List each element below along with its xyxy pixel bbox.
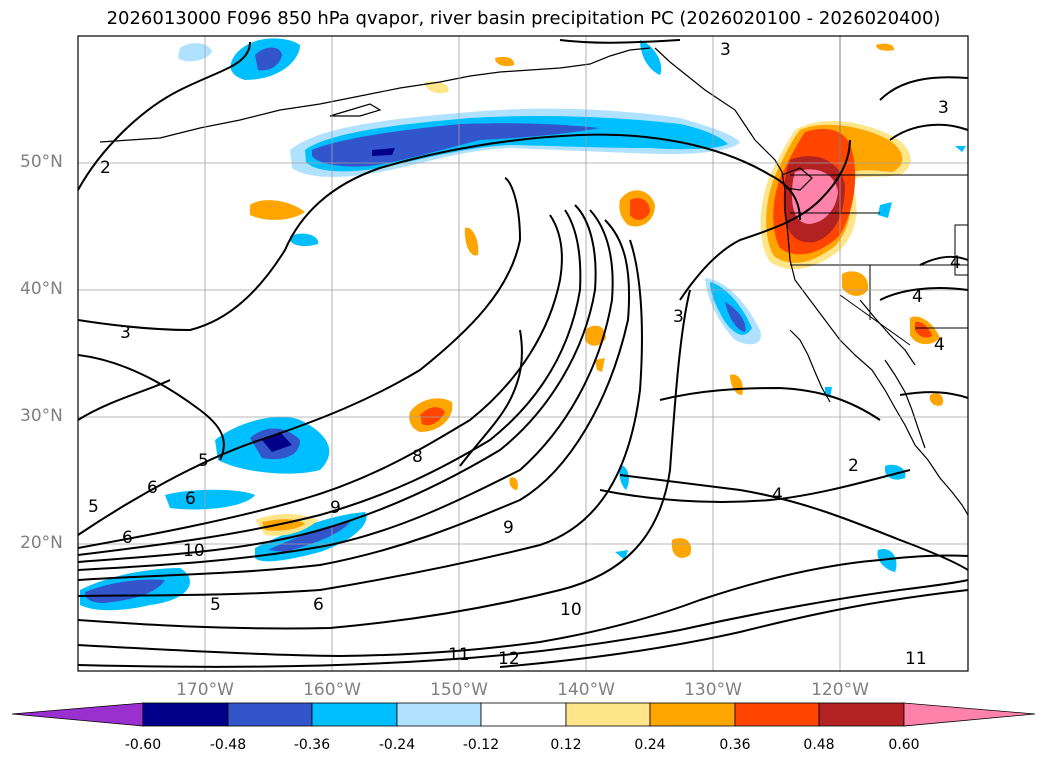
lon-label-150w: 150°W — [430, 680, 488, 700]
colorbar-segment — [396, 702, 482, 727]
contour-label: 6 — [313, 595, 324, 615]
contour-label: 6 — [122, 528, 133, 548]
lat-label-20n: 20°N — [20, 533, 63, 553]
contour-label: 12 — [498, 649, 520, 669]
contour-label: 4 — [934, 335, 945, 355]
lat-label-30n: 30°N — [20, 406, 63, 426]
contour-label: 2 — [100, 158, 111, 178]
contour-label: 8 — [412, 447, 423, 467]
lon-label-140w: 140°W — [557, 680, 615, 700]
contour-label: 2 — [848, 456, 859, 476]
lat-label-50n: 50°N — [20, 152, 63, 172]
coastlines — [99, 47, 969, 516]
contour-label: 10 — [560, 600, 582, 620]
contour-label: 3 — [720, 40, 731, 60]
contour-label: 10 — [183, 541, 205, 561]
contour-label: 3 — [120, 323, 131, 343]
contour-label: 9 — [330, 498, 341, 518]
contour-label: 6 — [185, 489, 196, 509]
contour-label: 9 — [503, 518, 514, 538]
colorbar-segment — [649, 702, 736, 727]
contour-label: 3 — [673, 307, 684, 327]
political-borders — [790, 36, 969, 346]
contour-label: 6 — [147, 478, 158, 498]
contour-label: 3 — [938, 98, 949, 118]
colorbar-segment — [311, 702, 398, 727]
contour-label: 4 — [912, 287, 923, 307]
colorbar-tick-label: -0.12 — [462, 737, 500, 753]
contour-label-group: 2 3 3 3 3 4 4 4 4 5 5 5 6 6 6 6 8 9 9 10… — [88, 40, 961, 669]
lon-label-120w: 120°W — [811, 680, 869, 700]
lat-label-40n: 40°N — [20, 279, 63, 299]
lon-label-170w: 170°W — [176, 680, 234, 700]
contour-label: 5 — [210, 595, 221, 615]
colorbar-tick-label: 0.60 — [888, 737, 920, 753]
map-frame — [77, 35, 969, 672]
colorbar — [11, 702, 1036, 727]
qvapor-contours — [77, 39, 969, 668]
colorbar-segment — [227, 702, 313, 727]
colorbar-tick-label: -0.48 — [209, 737, 247, 753]
colorbar-tick-label: -0.24 — [378, 737, 416, 753]
colorbar-tick-label: -0.60 — [124, 737, 162, 753]
contour-label: 5 — [88, 497, 99, 517]
map-title: 2026013000 F096 850 hPa qvapor, river ba… — [106, 8, 941, 29]
colorbar-tick-label: 0.12 — [550, 737, 582, 753]
colorbar-segment — [480, 702, 567, 727]
contour-label: 4 — [950, 253, 961, 273]
lon-label-130w: 130°W — [684, 680, 742, 700]
lon-label-160w: 160°W — [303, 680, 361, 700]
colorbar-segment — [734, 702, 820, 727]
colorbar-tick-label: -0.36 — [293, 737, 331, 753]
colorbar-segment — [818, 702, 905, 727]
contour-label: 5 — [198, 451, 209, 471]
colorbar-tick-label: 0.48 — [803, 737, 835, 753]
colorbar-extend-low — [11, 702, 144, 727]
contour-label: 4 — [772, 485, 783, 505]
colorbar-segment — [565, 702, 651, 727]
colorbar-segment — [142, 702, 229, 727]
contour-label: 11 — [448, 645, 470, 665]
colorbar-tick-label: 0.24 — [634, 737, 666, 753]
contour-label: 11 — [905, 649, 927, 669]
colorbar-extend-high — [903, 702, 1036, 727]
precip-positive-shading — [250, 43, 944, 558]
colorbar-tick-label: 0.36 — [719, 737, 751, 753]
